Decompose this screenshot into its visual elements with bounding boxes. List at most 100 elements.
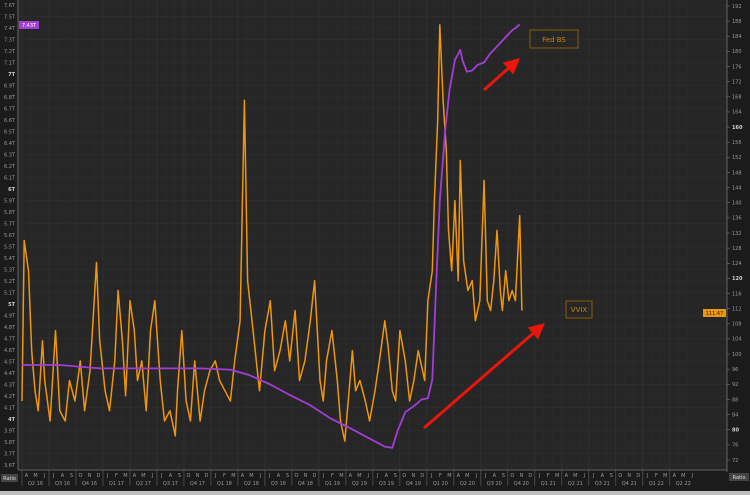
left-tick-label: 5.9T [4, 198, 16, 204]
x-month-label: A [565, 473, 569, 479]
x-month-label: J [583, 473, 585, 479]
x-month-label: J [484, 473, 486, 479]
x-month-label: D [97, 473, 101, 479]
x-month-label: M [249, 473, 253, 479]
annotation-vvix: VVIX [565, 300, 593, 319]
x-quarter-label: Q3 18 [271, 481, 286, 487]
x-month-label: J [592, 473, 594, 479]
x-month-label: J [106, 473, 108, 479]
right-tick-label: 176 [732, 64, 742, 70]
x-month-label: A [277, 473, 281, 479]
x-month-label: N [411, 473, 415, 479]
arrows [423, 58, 545, 430]
right-tick-label: 80 [732, 428, 739, 434]
x-month-label: A [673, 473, 677, 479]
x-month-label: M [339, 473, 343, 479]
x-quarter-label: Q3 17 [163, 481, 178, 487]
x-quarter-label: Q1 19 [325, 481, 340, 487]
left-tick-label: 5.6T [4, 233, 16, 239]
left-tick-label: 4.3T [4, 382, 16, 388]
x-month-label: J [367, 473, 369, 479]
left-tick-label: 3.6T [4, 463, 16, 469]
x-quarter-label: Q3 21 [595, 481, 610, 487]
x-month-label: J [691, 473, 693, 479]
left-footer-label: Ratio [3, 476, 16, 482]
arrow-shaft [423, 332, 534, 430]
left-tick-label: 4T [8, 417, 15, 423]
right-tick-label: 136 [732, 216, 742, 222]
arrow-vvix [423, 323, 545, 430]
right-tick-label: 72 [732, 458, 738, 464]
x-month-label: N [196, 473, 200, 479]
left-tick-label: 5.8T [4, 210, 16, 216]
left-tick-label: 7.2T [4, 49, 16, 55]
x-quarter-label: Q2 20 [460, 481, 475, 487]
x-month-label: M [123, 473, 127, 479]
x-month-label: A [61, 473, 65, 479]
right-tick-label: 128 [732, 246, 742, 252]
right-tick-label: 96 [732, 367, 738, 373]
x-month-label: J [151, 473, 153, 479]
x-month-label: S [178, 473, 181, 479]
x-month-label: J [268, 473, 270, 479]
right-tick-label: 84 [732, 412, 738, 418]
arrow-shaft [483, 67, 510, 92]
right-tick-label: 160 [732, 125, 743, 131]
right-last-value-text: 111.47 [706, 311, 724, 317]
arrow-fed-bs [483, 58, 520, 92]
x-quarter-label: Q2 21 [568, 481, 583, 487]
bottom-bar [0, 491, 750, 495]
x-month-label: N [304, 473, 308, 479]
x-quarter-label: Q3 19 [379, 481, 394, 487]
left-tick-label: 7T [8, 72, 15, 78]
x-month-label: A [133, 473, 137, 479]
x-quarter-label: Q1 17 [109, 481, 124, 487]
left-tick-label: 6.2T [4, 164, 16, 170]
x-quarter-label: Q4 19 [406, 481, 421, 487]
right-tick-label: 156 [732, 140, 742, 146]
series-line-fed-bs [22, 23, 521, 449]
left-tick-label: 6.9T [4, 83, 16, 89]
right-tick-label: 76 [732, 443, 738, 449]
right-tick-label: 148 [732, 170, 742, 176]
left-tick-label: 7.6T [4, 3, 16, 9]
left-last-value-text: 7.43T [22, 23, 37, 29]
x-month-label: S [70, 473, 73, 479]
x-month-label: M [555, 473, 559, 479]
arrow-head [527, 323, 545, 340]
left-axis: 7.6T 7.5T 7.4T 7.3T 7.2T 7.1T 7T 6.9T 6.8T 6.7T 6.… [4, 0, 19, 470]
x-month-label: A [349, 473, 353, 479]
x-quarter-label: Q2 19 [352, 481, 367, 487]
left-tick-label: 6.5T [4, 129, 16, 135]
x-month-label: A [457, 473, 461, 479]
right-tick-label: 120 [732, 276, 743, 282]
right-tick-label: 108 [732, 322, 742, 328]
left-tick-label: 5.4T [4, 256, 16, 262]
left-tick-label: 4.1T [4, 405, 16, 411]
left-tick-label: 7.4T [4, 26, 16, 32]
x-quarter-label: Q2 17 [136, 481, 151, 487]
x-month-label: O [294, 473, 298, 479]
right-tick-label: 116 [732, 291, 742, 297]
x-month-label: M [231, 473, 235, 479]
left-tick-label: 4.9T [4, 313, 16, 319]
x-month-label: J [538, 473, 540, 479]
x-month-label: O [402, 473, 406, 479]
x-month-label: O [79, 473, 83, 479]
x-month-label: D [312, 473, 316, 479]
left-tick-label: 5.3T [4, 267, 16, 273]
right-tick-label: 152 [732, 155, 742, 161]
x-month-label: J [214, 473, 216, 479]
x-month-label: M [141, 473, 145, 479]
right-tick-label: 88 [732, 397, 738, 403]
right-tick-label: 180 [732, 49, 742, 55]
right-tick-label: 144 [732, 185, 742, 191]
x-month-label: A [241, 473, 245, 479]
gridlines [18, 0, 727, 470]
x-month-label: F [115, 473, 118, 479]
left-tick-label: 4.5T [4, 359, 16, 365]
left-tick-label: 5.1T [4, 290, 16, 296]
x-quarter-label: Q1 21 [541, 481, 556, 487]
right-tick-label: 188 [732, 19, 742, 25]
